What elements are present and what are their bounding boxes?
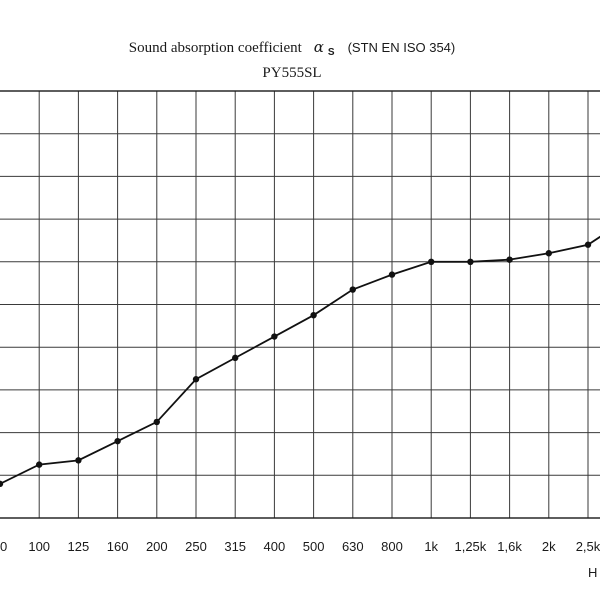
alpha-symbol: α (314, 38, 324, 56)
plot-frame (0, 90, 600, 519)
x-tick-label: 2k (542, 539, 556, 554)
data-point (192, 376, 200, 383)
x-tick-label: 315 (224, 539, 246, 554)
alpha-subscript: S (328, 47, 335, 58)
x-tick-label: 80 (0, 539, 7, 554)
x-tick-label: 200 (146, 539, 168, 554)
x-tick-label: 100 (28, 539, 50, 554)
data-point (36, 461, 43, 468)
data-point (428, 258, 435, 265)
data-point (584, 241, 592, 248)
chart-subtitle: PY555SL (262, 65, 321, 81)
x-tick-label: 500 (303, 539, 325, 554)
x-tick-label: 800 (381, 539, 403, 554)
x-tick-label: 160 (107, 539, 129, 554)
data-point (114, 437, 121, 445)
data-points (0, 241, 592, 488)
data-point (545, 250, 552, 257)
x-tick-label: 250 (185, 539, 207, 554)
x-tick-label: 2,5k (576, 539, 600, 554)
data-point (506, 256, 513, 263)
x-tick-label: 1,6k (497, 539, 522, 554)
data-point (271, 333, 278, 340)
x-tick-label: 1,25k (454, 539, 486, 554)
x-tick-labels: 80 100 125 160 200 250 315 400 500 630 800 1k 1,25k 1… (0, 539, 600, 554)
data-point (310, 311, 317, 319)
title-prefix: Sound absorption coefficient (129, 40, 303, 56)
data-point (153, 418, 160, 426)
data-point (349, 286, 356, 293)
grid (0, 91, 600, 518)
data-point (388, 271, 396, 278)
data-point (0, 480, 4, 488)
data-point (232, 354, 239, 362)
x-tick-label: 630 (342, 539, 364, 554)
chart-title: Sound absorption coefficient α S (STN EN… (129, 38, 455, 59)
x-tick-label: 125 (68, 539, 90, 554)
x-tick-label: 400 (264, 539, 286, 554)
data-point (467, 258, 474, 265)
x-tick-label: 1k (424, 539, 438, 554)
title-standard: (STN EN ISO 354) (348, 40, 456, 55)
x-axis-label: H (588, 565, 597, 580)
data-point (75, 457, 82, 464)
